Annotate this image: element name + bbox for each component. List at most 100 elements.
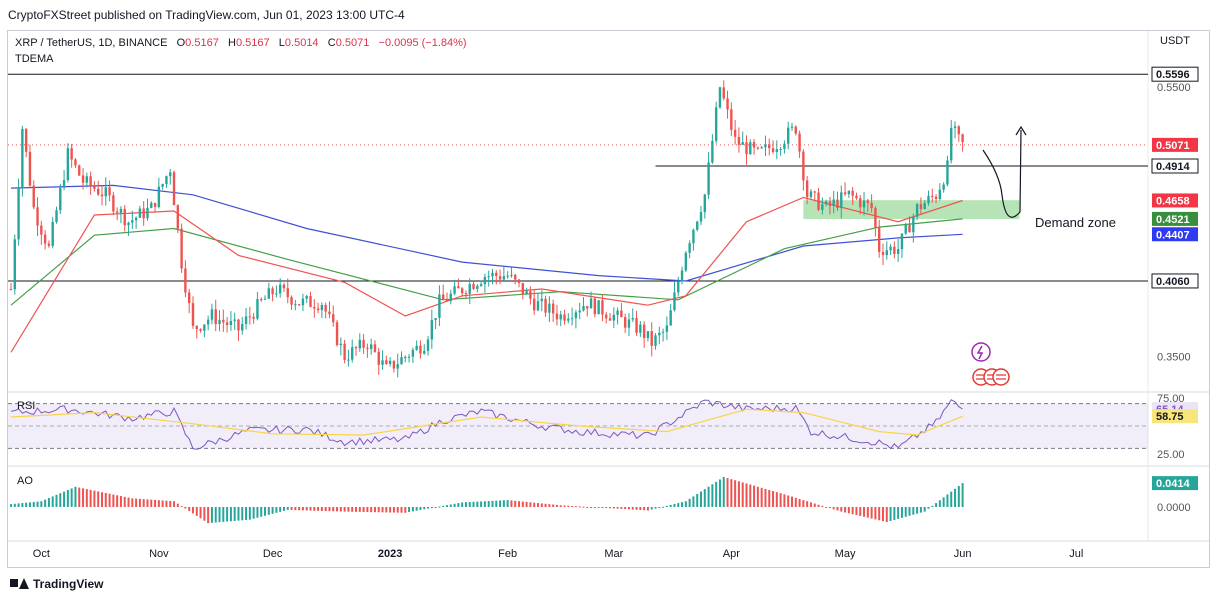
candle-body <box>472 284 475 289</box>
candle-body <box>627 319 631 328</box>
candle-body <box>294 304 297 306</box>
ao-bar <box>772 491 775 507</box>
candle-body <box>381 360 384 365</box>
candle-body <box>176 205 180 229</box>
us-flag-event-icon[interactable] <box>992 368 1010 386</box>
ao-bar <box>305 507 308 511</box>
ao-bar <box>768 489 771 507</box>
candle-body <box>146 207 149 219</box>
open-value: 0.5167 <box>185 37 219 49</box>
candle-body <box>229 320 233 326</box>
ao-bar <box>241 507 244 521</box>
candle-body <box>191 303 195 326</box>
ao-bar <box>207 507 210 524</box>
ao-bar <box>457 503 460 507</box>
indicator-label[interactable]: TDEMA <box>15 53 54 65</box>
candle-body <box>445 299 449 302</box>
candle-body <box>222 319 225 323</box>
candle-body <box>847 190 851 195</box>
ao-bar <box>961 483 964 507</box>
ao-bar <box>400 507 403 513</box>
ao-bar <box>578 506 581 508</box>
level-badge-0 <box>1151 66 1199 82</box>
candle-body <box>851 190 854 196</box>
ao-bar <box>377 507 380 513</box>
ao-bar <box>13 503 16 507</box>
candle-body <box>282 284 286 289</box>
candle-body <box>764 144 767 148</box>
candle-body <box>502 276 506 280</box>
ao-bar <box>775 492 778 507</box>
ao-bar <box>286 507 289 510</box>
high-value: 0.5167 <box>235 37 270 49</box>
ao-bar <box>434 507 437 508</box>
ao-title: AO <box>17 475 33 487</box>
ao-bar <box>620 507 623 509</box>
ao-bar <box>264 507 267 516</box>
ao-bar <box>370 507 373 513</box>
candle-body <box>210 309 214 320</box>
ao-bar <box>275 507 278 513</box>
ao-badge-text: 0.0414 <box>1156 478 1191 490</box>
candle-body <box>680 270 684 282</box>
candle-body <box>506 275 509 277</box>
candle-body <box>203 324 206 331</box>
ao-bar <box>718 479 721 507</box>
ao-bar <box>510 500 513 507</box>
candle-body <box>453 286 456 294</box>
ao-bar <box>89 489 92 507</box>
candle-body <box>950 127 953 161</box>
ao-bar <box>692 496 695 507</box>
ao-bar <box>730 479 733 507</box>
ao-bar <box>760 487 763 507</box>
ao-bar <box>662 506 665 508</box>
candle-body <box>328 311 331 315</box>
candle-body <box>741 142 744 145</box>
ao-bar <box>483 501 486 507</box>
ao-bar <box>245 507 248 521</box>
candle-body <box>707 162 710 195</box>
rsi-badge-text-1: 58.75 <box>1156 411 1184 423</box>
ao-bar <box>142 499 145 507</box>
candle-body <box>570 318 574 320</box>
price-badge-text-2: 0.4521 <box>1156 214 1190 226</box>
ao-bar <box>806 501 809 507</box>
ao-bar <box>131 498 134 507</box>
ao-bar <box>169 500 172 507</box>
candle-body <box>468 284 471 294</box>
ao-bar <box>392 507 395 513</box>
candle-body <box>457 286 460 289</box>
candle-body <box>639 324 642 333</box>
ao-bar <box>100 492 103 507</box>
candle-body <box>385 360 388 364</box>
candle-body <box>244 316 248 325</box>
candle-body <box>775 149 779 152</box>
ao-bar <box>832 507 835 510</box>
ao-bar <box>586 506 589 508</box>
ao-bar <box>157 500 160 507</box>
lightning-event-icon[interactable] <box>971 342 991 362</box>
candle-body <box>836 199 839 209</box>
symbol-label[interactable]: XRP / TetherUS, 1D, BINANCE <box>15 37 168 49</box>
candle-body <box>866 200 870 203</box>
ao-bar <box>188 507 191 511</box>
candle-body <box>62 180 66 188</box>
ao-bar <box>438 506 441 508</box>
ao-bar <box>476 501 479 507</box>
ao-bar <box>127 497 130 507</box>
ao-bar <box>715 481 718 507</box>
ao-bar <box>351 507 354 512</box>
candle-body <box>544 298 547 313</box>
candle-body <box>589 298 593 309</box>
change-value: −0.0095 (−1.84%) <box>378 37 467 49</box>
price-axis-unit: USDT <box>1160 35 1190 47</box>
ao-bar <box>912 507 915 515</box>
candle-body <box>332 314 335 323</box>
ao-bar <box>597 507 600 508</box>
candle-body <box>256 299 259 319</box>
ao-bar <box>427 507 430 509</box>
ao-bar <box>764 488 767 507</box>
ao-bar <box>646 507 649 511</box>
candle-body <box>874 208 877 228</box>
